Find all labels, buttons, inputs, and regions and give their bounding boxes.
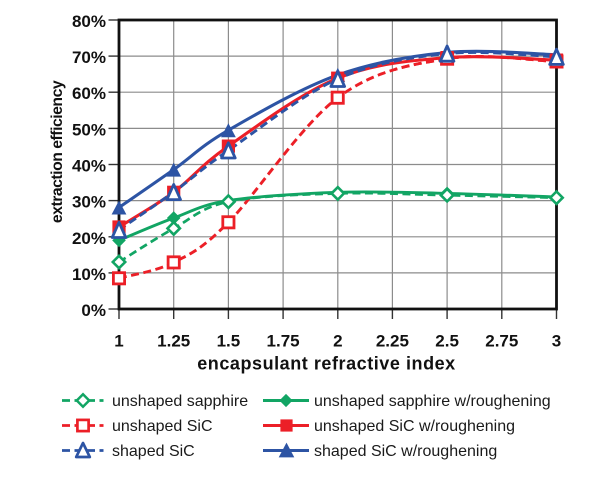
svg-text:1.25: 1.25	[157, 331, 190, 350]
svg-text:shaped SiC w/roughening: shaped SiC w/roughening	[314, 443, 497, 460]
svg-text:60%: 60%	[72, 84, 106, 103]
svg-text:unshaped sapphire: unshaped sapphire	[112, 393, 248, 410]
svg-text:1: 1	[114, 331, 123, 350]
svg-text:20%: 20%	[72, 229, 106, 248]
svg-text:encapsulant refractive index: encapsulant refractive index	[197, 354, 456, 374]
svg-text:2.25: 2.25	[376, 331, 409, 350]
svg-text:3: 3	[552, 331, 561, 350]
svg-text:unshaped sapphire w/roughening: unshaped sapphire w/roughening	[314, 393, 551, 410]
svg-text:2.5: 2.5	[435, 331, 459, 350]
svg-text:shaped SiC: shaped SiC	[112, 443, 195, 460]
svg-text:30%: 30%	[72, 193, 106, 212]
svg-text:2: 2	[333, 331, 342, 350]
svg-text:1.75: 1.75	[267, 331, 300, 350]
svg-text:1.5: 1.5	[217, 331, 241, 350]
svg-text:40%: 40%	[72, 157, 106, 176]
svg-text:80%: 80%	[72, 12, 106, 31]
svg-text:unshaped SiC w/roughening: unshaped SiC w/roughening	[314, 418, 515, 435]
svg-text:2.75: 2.75	[485, 331, 518, 350]
svg-text:extraction efficiency: extraction efficiency	[49, 80, 66, 223]
svg-text:50%: 50%	[72, 120, 106, 139]
svg-text:0%: 0%	[81, 301, 106, 320]
svg-text:70%: 70%	[72, 48, 106, 67]
svg-text:10%: 10%	[72, 265, 106, 284]
svg-text:unshaped SiC: unshaped SiC	[112, 418, 213, 435]
